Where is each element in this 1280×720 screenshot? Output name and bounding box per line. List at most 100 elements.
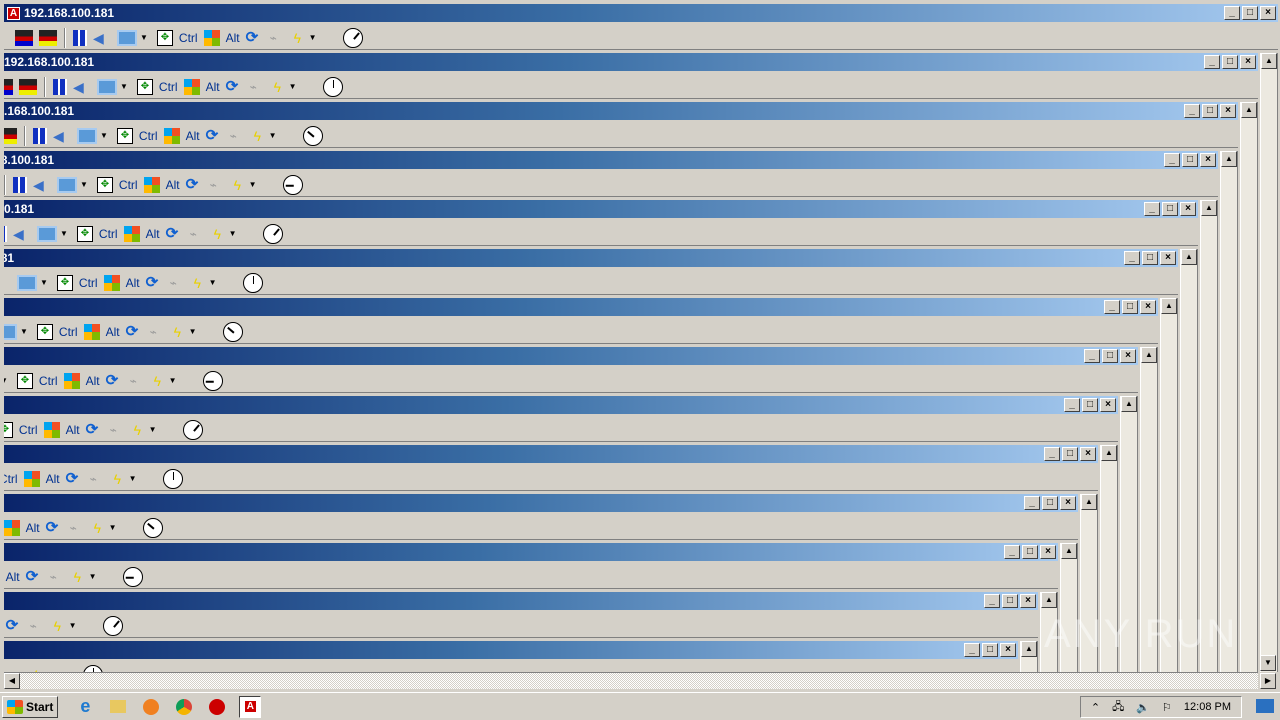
- scroll-down-button[interactable]: ▼: [1260, 655, 1276, 671]
- minimize-button[interactable]: _: [1084, 349, 1100, 363]
- plug-icon[interactable]: ⌁: [229, 128, 237, 143]
- refresh-icon[interactable]: ⟳: [145, 273, 159, 291]
- panel-icon[interactable]: [73, 29, 87, 46]
- minimize-button[interactable]: _: [1044, 447, 1060, 461]
- panel-icon[interactable]: [13, 176, 27, 193]
- refresh-icon[interactable]: ⟳: [205, 126, 219, 144]
- plug-icon[interactable]: ⌁: [269, 30, 277, 45]
- plug-icon[interactable]: ⌁: [129, 373, 137, 388]
- lightning-dropdown-icon[interactable]: ▼: [248, 180, 257, 189]
- speaker-icon[interactable]: ◀: [13, 225, 24, 242]
- refresh-icon[interactable]: ⟳: [225, 77, 239, 95]
- windows-key-icon[interactable]: [43, 421, 60, 438]
- media-player-icon[interactable]: [140, 696, 162, 718]
- windows-key-icon[interactable]: [103, 274, 120, 291]
- maximize-button[interactable]: □: [1042, 496, 1058, 510]
- monitor-dropdown-icon[interactable]: ▼: [4, 376, 8, 385]
- nested-vertical-scrollbar[interactable]: ▲: [1060, 543, 1078, 672]
- alt-key-button[interactable]: Alt: [5, 569, 20, 584]
- title-bar[interactable]: A 192.168.100.181 _ □ ×: [4, 543, 1058, 561]
- plug-icon[interactable]: ⌁: [89, 471, 97, 486]
- close-button[interactable]: ×: [1140, 300, 1156, 314]
- scroll-up-button[interactable]: ▲: [1261, 53, 1277, 69]
- minimize-button[interactable]: _: [964, 643, 980, 657]
- maximize-button[interactable]: □: [1022, 545, 1038, 559]
- monitor-icon[interactable]: [97, 78, 117, 95]
- alt-key-button[interactable]: Alt: [45, 471, 60, 486]
- refresh-icon[interactable]: ⟳: [165, 224, 179, 242]
- lightning-icon[interactable]: ϟ: [93, 519, 102, 536]
- minimize-button[interactable]: _: [1124, 251, 1140, 265]
- nested-vertical-scrollbar[interactable]: ▲: [1040, 592, 1058, 672]
- title-bar[interactable]: A 192.168.100.181 _ □ ×: [4, 4, 1278, 22]
- title-bar[interactable]: A 192.168.100.181 _ □ ×: [4, 347, 1138, 365]
- internet-explorer-icon[interactable]: e: [80, 696, 91, 716]
- monitor-icon[interactable]: [57, 176, 77, 193]
- nested-vertical-scrollbar[interactable]: ▲: [1100, 445, 1118, 672]
- scroll-up-button[interactable]: ▲: [1161, 298, 1177, 314]
- lightning-dropdown-icon[interactable]: ▼: [168, 376, 177, 385]
- scroll-up-button[interactable]: ▲: [1021, 641, 1037, 657]
- windows-key-icon[interactable]: [143, 176, 160, 193]
- nested-vertical-scrollbar[interactable]: ▲: [1220, 151, 1238, 672]
- speaker-icon[interactable]: ◀: [93, 29, 104, 46]
- close-button[interactable]: ×: [1060, 496, 1076, 510]
- lightning-icon[interactable]: ϟ: [153, 372, 162, 389]
- refresh-icon[interactable]: ⟳: [185, 175, 199, 193]
- plug-icon[interactable]: ⌁: [249, 79, 257, 94]
- refresh-icon[interactable]: ⟳: [25, 567, 39, 585]
- monitor-dropdown-icon[interactable]: ▼: [140, 33, 148, 42]
- ctrl-key-button[interactable]: Ctrl: [18, 422, 38, 437]
- monitor-dropdown-icon[interactable]: ▼: [80, 180, 88, 189]
- nested-vertical-scrollbar[interactable]: ▲: [1180, 249, 1198, 672]
- lightning-icon[interactable]: ϟ: [293, 29, 302, 46]
- lightning-icon[interactable]: ϟ: [193, 274, 202, 291]
- monitor-icon[interactable]: [4, 323, 17, 340]
- title-bar[interactable]: A 192.168.100.181 _ □ ×: [4, 494, 1078, 512]
- plug-icon[interactable]: ⌁: [29, 618, 37, 633]
- alt-key-button[interactable]: Alt: [225, 30, 240, 45]
- maximize-button[interactable]: □: [1122, 300, 1138, 314]
- monitor-dropdown-icon[interactable]: ▼: [120, 82, 128, 91]
- plug-icon[interactable]: ⌁: [69, 520, 77, 535]
- refresh-icon[interactable]: ⟳: [105, 371, 119, 389]
- close-button[interactable]: ×: [1040, 545, 1056, 559]
- refresh-icon[interactable]: ⟳: [45, 518, 59, 536]
- lightning-icon[interactable]: ϟ: [173, 323, 182, 340]
- speaker-icon[interactable]: ◀: [4, 275, 11, 291]
- monitor-dropdown-icon[interactable]: ▼: [100, 131, 108, 140]
- nested-vertical-scrollbar[interactable]: ▲: [1120, 396, 1138, 672]
- refresh-icon[interactable]: ⟳: [65, 469, 79, 487]
- fullscreen-icon[interactable]: ✥: [16, 372, 33, 389]
- maximize-button[interactable]: □: [1102, 349, 1118, 363]
- file-explorer-icon[interactable]: [107, 696, 129, 718]
- alt-key-button[interactable]: Alt: [145, 226, 160, 241]
- title-bar[interactable]: A 192.168.100.181 _ □ ×: [4, 200, 1198, 218]
- lightning-dropdown-icon[interactable]: ▼: [308, 33, 317, 42]
- lightning-icon[interactable]: ϟ: [233, 176, 242, 193]
- tools-icon[interactable]: [15, 29, 33, 46]
- scroll-up-button[interactable]: ▲: [1181, 249, 1197, 265]
- alt-key-button[interactable]: Alt: [185, 128, 200, 143]
- lightning-icon[interactable]: ϟ: [133, 421, 142, 438]
- minimize-button[interactable]: _: [1184, 104, 1200, 118]
- plug-icon[interactable]: ⌁: [169, 275, 177, 290]
- windows-key-icon[interactable]: [183, 78, 200, 95]
- title-bar[interactable]: A 192.168.100.181 _ □ ×: [4, 396, 1118, 414]
- lightning-dropdown-icon[interactable]: ▼: [128, 474, 137, 483]
- maximize-button[interactable]: □: [1142, 251, 1158, 265]
- lightning-icon[interactable]: ϟ: [253, 127, 262, 144]
- title-bar[interactable]: A 192.168.100.181 _ □ ×: [4, 102, 1238, 120]
- monitor-dropdown-icon[interactable]: ▼: [20, 327, 28, 336]
- tools-icon[interactable]: [19, 78, 37, 95]
- lightning-dropdown-icon[interactable]: ▼: [288, 82, 297, 91]
- lightning-icon[interactable]: ϟ: [53, 617, 62, 634]
- maximize-button[interactable]: □: [1202, 104, 1218, 118]
- monitor-icon[interactable]: [117, 29, 137, 46]
- monitor-dropdown-icon[interactable]: ▼: [40, 278, 48, 287]
- lightning-dropdown-icon[interactable]: ▼: [49, 670, 57, 672]
- fullscreen-icon[interactable]: ✥: [4, 421, 13, 438]
- close-button[interactable]: ×: [1100, 398, 1116, 412]
- tools-icon[interactable]: [4, 78, 13, 95]
- maximize-button[interactable]: □: [1222, 55, 1238, 69]
